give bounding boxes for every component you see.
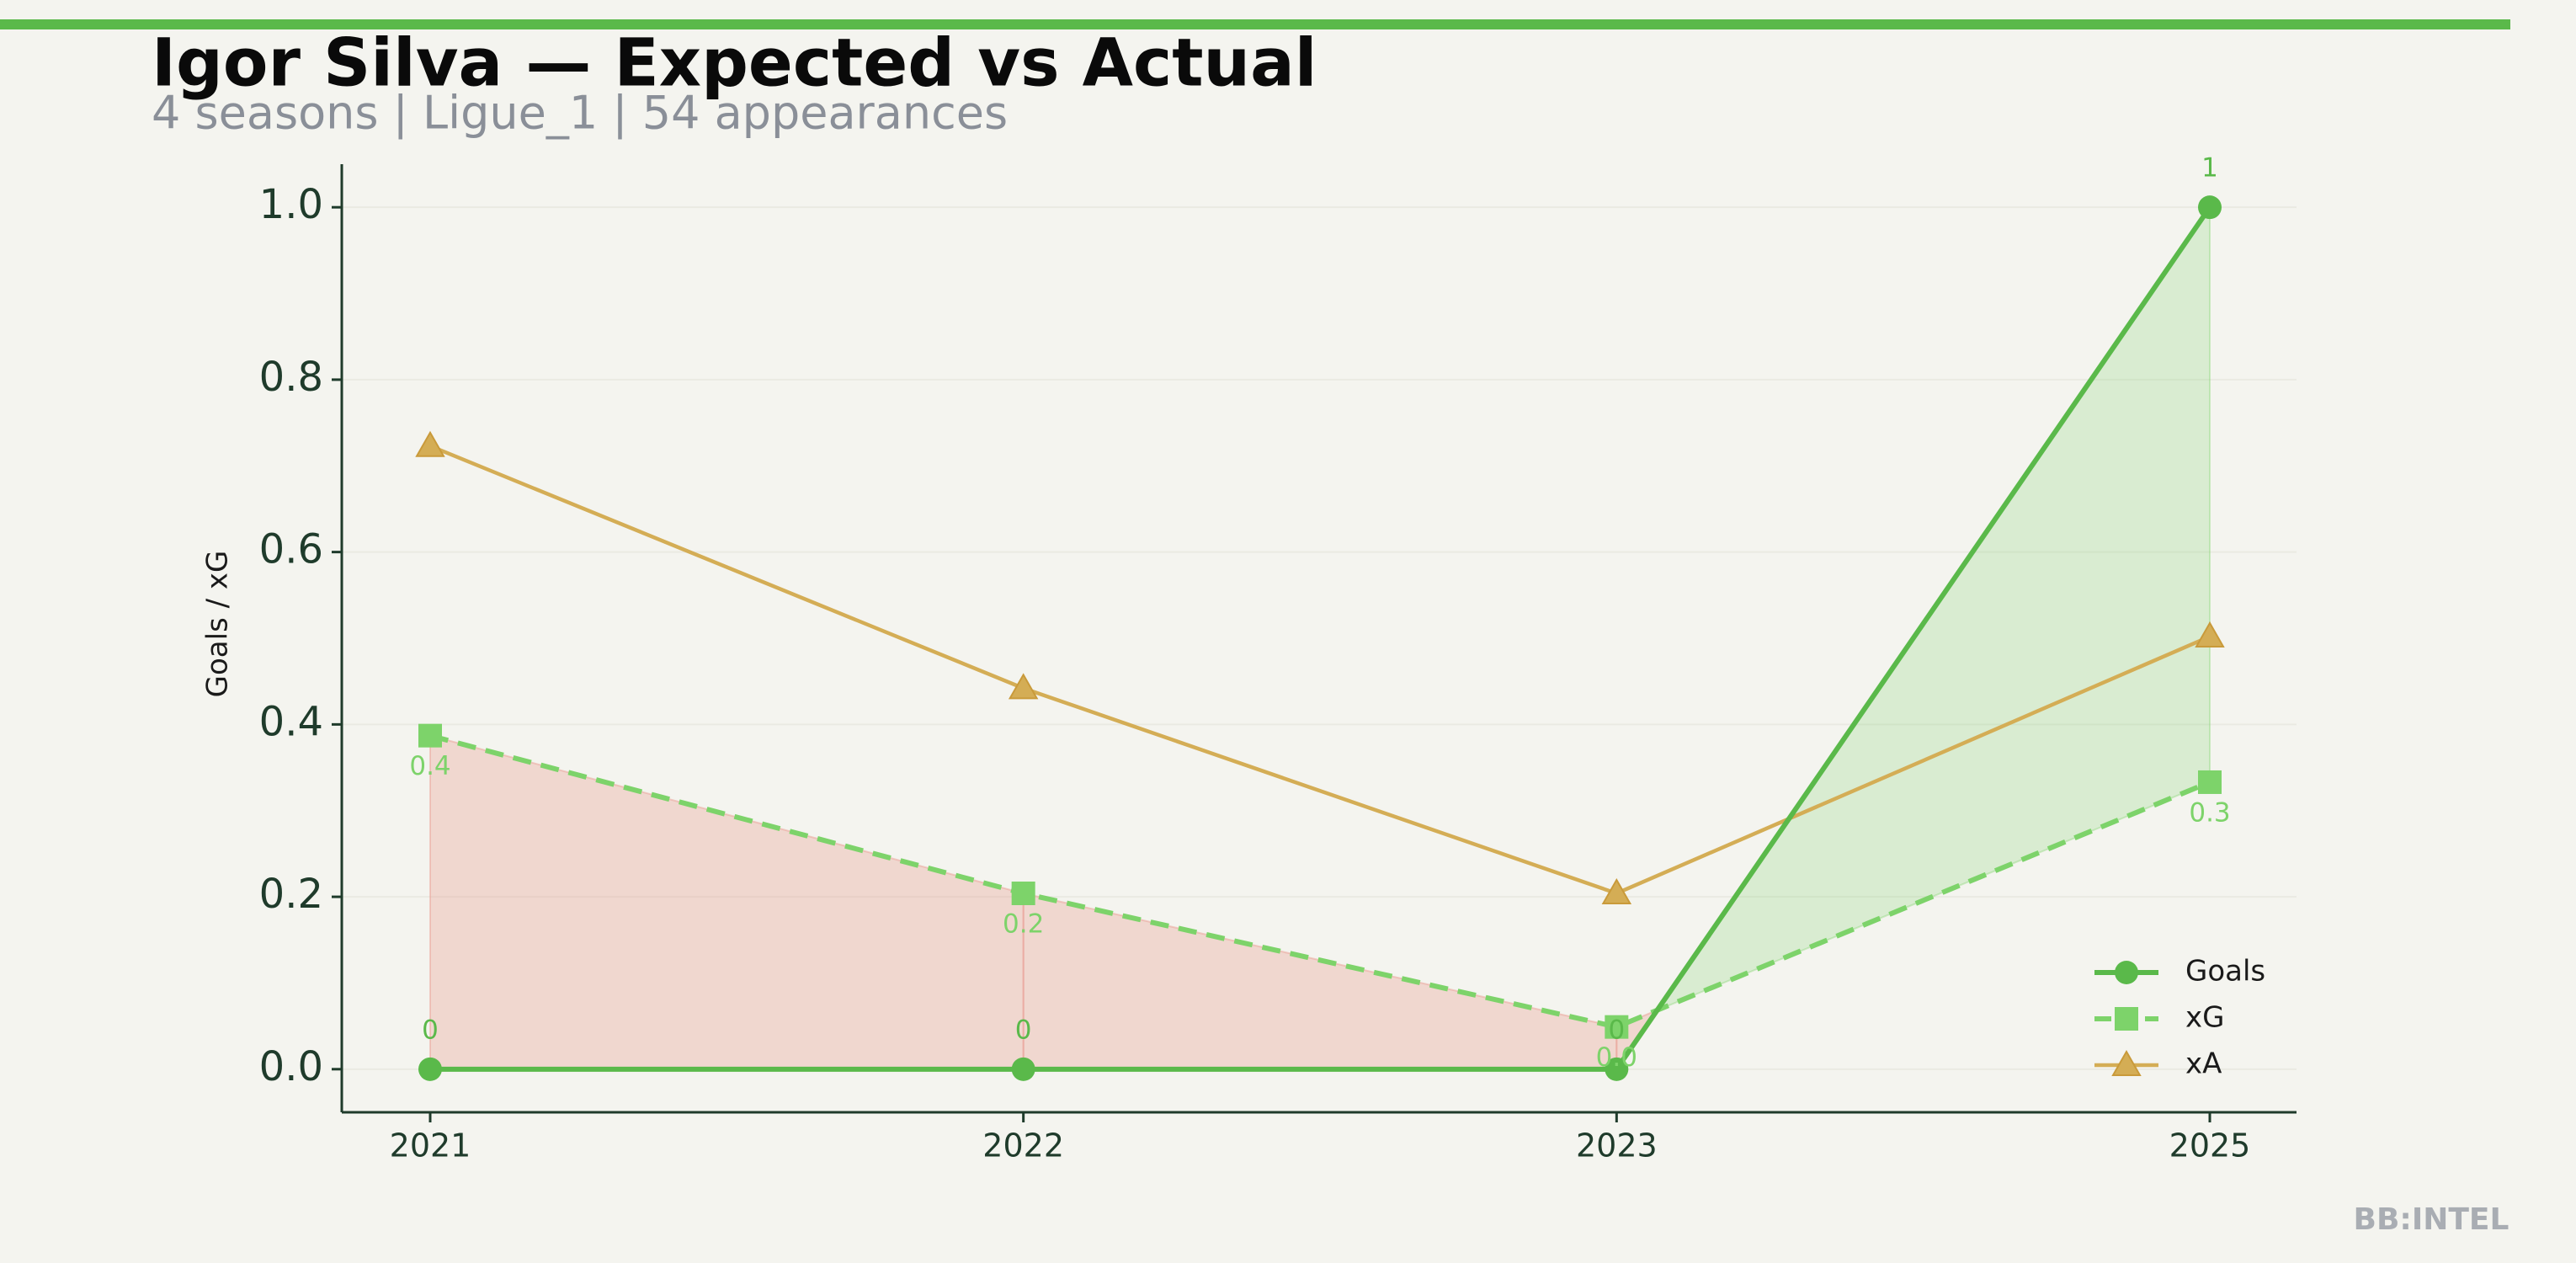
- y-tick-label: 0.0: [259, 1043, 323, 1090]
- y-tick-label: 0.2: [259, 871, 323, 918]
- data-label: 0.0: [1596, 1042, 1637, 1073]
- point: [2115, 1007, 2138, 1031]
- data-label: 0.3: [2189, 797, 2230, 828]
- point: [2115, 961, 2138, 984]
- y-tick-label: 0.4: [259, 698, 323, 745]
- data-label: 0.4: [409, 751, 450, 781]
- point: [1605, 1057, 1629, 1081]
- data-label: 0: [1608, 1015, 1625, 1045]
- top-bar: [0, 19, 2510, 29]
- chart-subtitle: 4 seasons | Ligue_1 | 54 appearances: [152, 87, 1008, 140]
- legend-text: xG: [2185, 1001, 2224, 1035]
- point: [1605, 1015, 1629, 1039]
- point: [1011, 881, 1035, 905]
- legend-text: Goals: [2185, 955, 2265, 989]
- point: [418, 723, 442, 748]
- x-tick-label: 2023: [1576, 1127, 1658, 1164]
- point: [1011, 1057, 1035, 1081]
- data-label: 0.2: [1003, 909, 1044, 939]
- legend-text: xA: [2185, 1047, 2222, 1081]
- point: [2198, 770, 2222, 794]
- series-line: [429, 444, 2211, 896]
- chart-title: Igor Silva — Expected vs Actual: [152, 25, 1317, 101]
- point: [2111, 1049, 2142, 1076]
- y-axis-label: Goals / xG: [201, 551, 235, 698]
- point: [415, 430, 445, 457]
- y-tick-label: 0.8: [259, 354, 323, 401]
- point: [418, 1057, 442, 1081]
- data-label: 1: [2201, 153, 2218, 184]
- point: [1601, 877, 1632, 904]
- watermark: BB:INTEL: [2354, 1202, 2509, 1237]
- x-tick-label: 2021: [390, 1127, 471, 1164]
- gap-fill: [429, 734, 1025, 1070]
- y-tick-label: 1.0: [259, 181, 323, 228]
- point: [2198, 195, 2222, 220]
- x-tick-label: 2022: [982, 1127, 1064, 1164]
- gap-fill: [1022, 892, 1618, 1070]
- data-label: 0: [422, 1015, 439, 1045]
- point: [2195, 621, 2225, 647]
- data-label: 0: [1015, 1015, 1032, 1045]
- x-tick-label: 2025: [2169, 1127, 2251, 1164]
- series-line: [430, 205, 2212, 1072]
- point: [1008, 673, 1039, 700]
- y-tick-label: 0.6: [259, 526, 323, 573]
- series-line: [429, 733, 2211, 1030]
